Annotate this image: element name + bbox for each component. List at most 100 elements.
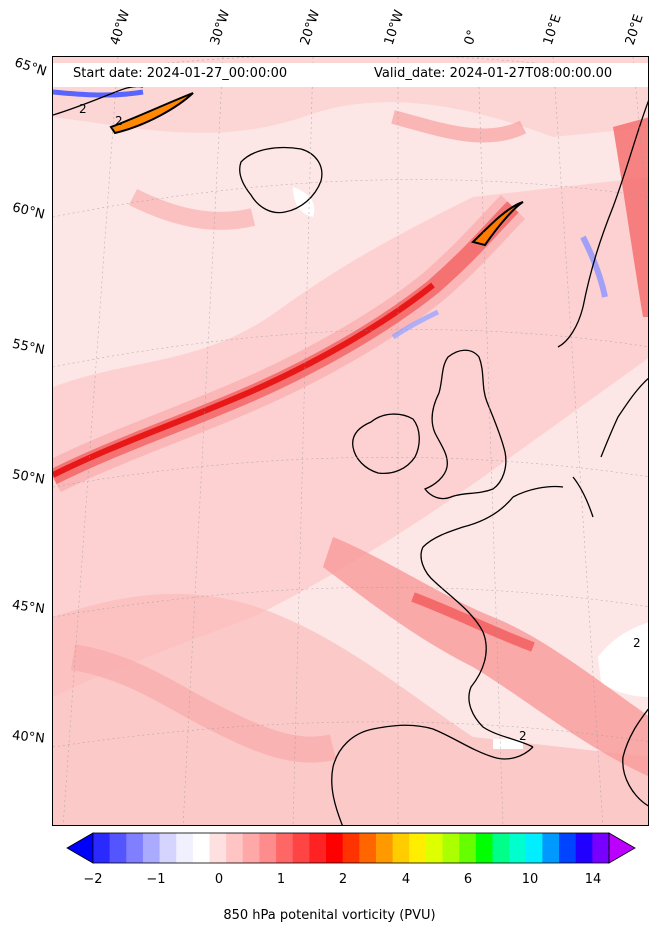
colorbar-swatch <box>109 833 127 863</box>
colorbar-extend-max <box>608 832 636 864</box>
colorbar-swatch <box>309 833 327 863</box>
pv-alps-white <box>598 622 648 697</box>
colorbar-swatch <box>93 833 111 863</box>
latitude-label: 45°N <box>11 597 46 618</box>
pv-negative-streak <box>53 89 144 98</box>
longitude-label: 30°W <box>207 8 234 47</box>
colorbar-swatch <box>259 833 277 863</box>
colorbar-swatch <box>209 833 227 863</box>
latitude-label: 65°N <box>12 55 49 80</box>
ireland-coast <box>352 413 420 475</box>
pv-high-tongue <box>471 201 524 247</box>
colorbar-swatch <box>359 833 377 863</box>
latitude-label: 55°N <box>10 336 46 359</box>
colorbar-swatch <box>575 833 593 863</box>
pv-atlas-white <box>493 739 523 749</box>
colorbar-tick-label: 6 <box>463 872 473 887</box>
graticule <box>53 57 648 825</box>
colorbar-swatch <box>375 833 394 863</box>
colorbar-swatch <box>542 833 560 863</box>
pv-patch <box>53 177 648 697</box>
graticule-line <box>292 57 314 825</box>
denmark-coast <box>572 476 594 518</box>
start-date-label: Start date: 2024-01-27_00:00:00 <box>73 66 288 81</box>
colorbar-extend-min <box>66 832 94 864</box>
france-spain-coast <box>420 496 534 748</box>
pv-patch <box>70 644 337 763</box>
graticule-line <box>477 57 504 825</box>
colorbar-swatch <box>425 833 444 863</box>
colorbar-tick-label: 1 <box>276 872 286 887</box>
pv-jet-core <box>53 282 435 478</box>
graticule-line <box>552 57 604 825</box>
colorbar-swatch <box>342 833 360 863</box>
norway-coast <box>557 100 648 348</box>
longitude-label: 20°E <box>622 12 647 48</box>
longitude-label: 10°W <box>381 8 408 47</box>
graticule-line <box>62 57 119 825</box>
colorbar-swatch <box>525 833 543 863</box>
colorbar-label: 850 hPa potenital vorticity (PVU) <box>223 908 436 923</box>
pv-iceland-white <box>293 187 315 217</box>
iceland-coast <box>239 146 323 214</box>
colorbar-tick-label: 2 <box>338 872 348 887</box>
latitude-label: 40°N <box>11 728 46 747</box>
potential-vorticity-map: 2 2 2 2 <box>53 57 648 825</box>
date-header-strip <box>53 63 648 87</box>
colorbar-swatch <box>192 833 211 863</box>
coastlines <box>53 85 648 825</box>
colorbar-tick-label: 10 <box>521 872 539 887</box>
pv-negative-streak <box>580 235 608 298</box>
colorbar-tick-label: 0 <box>214 872 224 887</box>
pv-norway-patch <box>613 117 648 317</box>
colorbar-border <box>92 832 610 864</box>
contour-label: 2 <box>519 729 527 743</box>
graticule-line <box>53 179 648 218</box>
valid-date-label: Valid_date: 2024-01-27T08:00:00.00 <box>374 66 613 81</box>
pv-patch <box>391 110 527 143</box>
contour-label: 2 <box>115 114 123 128</box>
colorbar-swatch <box>226 833 244 863</box>
sweden-coast <box>600 377 648 458</box>
contour-label: 2 <box>633 636 641 650</box>
colorbar-swatch <box>559 833 577 863</box>
colorbar-swatch <box>475 833 493 863</box>
colorbar-swatch <box>442 833 460 863</box>
pv-negative-streak <box>391 309 440 340</box>
latitude-label: 60°N <box>10 200 47 223</box>
colorbar-swatch <box>292 833 310 863</box>
colorbar-tick-label: −2 <box>83 872 103 887</box>
longitude-label: 10°E <box>540 12 565 48</box>
pv-patch <box>128 188 256 230</box>
low-countries-coast <box>512 485 564 498</box>
colorbar-swatch <box>409 833 427 863</box>
graticule-line <box>53 457 648 488</box>
italy-coast <box>622 708 648 807</box>
colorbar-tick-label: −1 <box>146 872 166 887</box>
great-britain-coast <box>423 349 507 500</box>
pv-patch <box>53 593 648 825</box>
colorbar-swatch <box>159 833 177 863</box>
graticule-line <box>53 721 648 748</box>
map-panel: 2 2 2 2 <box>52 56 649 826</box>
colorbar-swatch <box>492 833 510 863</box>
colorbar-swatch <box>592 833 610 863</box>
colorbar-swatch <box>392 833 410 863</box>
pv-high-patch-greenland <box>109 92 194 135</box>
colorbar-swatch <box>276 833 294 863</box>
contour-label: 2 <box>79 102 87 116</box>
longitude-label: 40°W <box>107 8 134 47</box>
colorbar-swatch <box>242 833 260 863</box>
colorbar-swatch <box>509 833 527 863</box>
colorbar-swatch <box>176 833 194 863</box>
graticule-line <box>53 329 648 368</box>
colorbar-swatch <box>126 833 144 863</box>
graticule-line <box>53 587 648 618</box>
colorbar-tick-label: 14 <box>584 872 602 887</box>
colorbar-tick-label: 4 <box>401 872 411 887</box>
colorbar-swatch <box>142 833 161 863</box>
colorbar <box>66 832 636 864</box>
pv-band-core <box>411 592 535 652</box>
colorbar-swatch <box>459 833 477 863</box>
iberia-coast <box>331 724 534 825</box>
